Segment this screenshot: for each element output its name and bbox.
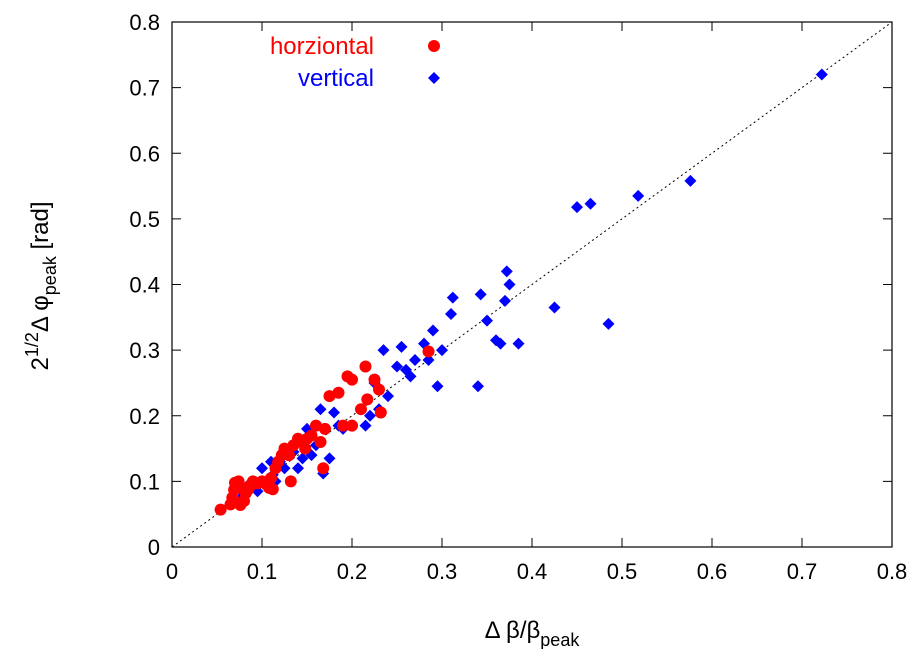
- data-point-vertical: [364, 409, 376, 422]
- legend-marker-horziontal: [428, 40, 440, 52]
- x-tick-label: 0.6: [697, 559, 728, 584]
- legend-label-horziontal: horziontal: [270, 33, 374, 60]
- data-point-horziontal: [374, 406, 387, 419]
- data-point-vertical: [446, 291, 459, 304]
- y-tick-label: 0.8: [129, 10, 160, 35]
- x-tick-label: 0.3: [427, 559, 458, 584]
- data-point-horziontal: [283, 449, 295, 462]
- y-tick-label: 0: [148, 535, 160, 560]
- data-point-vertical: [548, 301, 561, 314]
- data-point-vertical: [296, 452, 309, 465]
- data-point-horziontal: [214, 503, 227, 516]
- x-tick-label: 0.1: [247, 559, 278, 584]
- data-point-horziontal: [323, 390, 336, 403]
- data-point-vertical: [382, 390, 394, 403]
- x-axis-ticks: 0 0.1 0.2 0.3 0.4 0.5 0.6 0.7 0.8: [166, 22, 907, 584]
- legend-marker-vertical: [428, 72, 440, 84]
- data-point-vertical: [474, 288, 487, 301]
- data-point-horziontal: [346, 419, 358, 432]
- data-point-vertical: [512, 337, 525, 350]
- data-point-vertical: [422, 353, 435, 366]
- data-point-vertical: [445, 308, 457, 321]
- data-point-horziontal: [355, 403, 367, 416]
- data-point-horziontal: [337, 419, 349, 432]
- data-point-horziontal: [332, 386, 345, 399]
- y-tick-label: 0.7: [129, 76, 160, 101]
- data-point-vertical: [472, 380, 484, 393]
- legend: horziontal vertical: [270, 33, 440, 92]
- data-point-vertical: [292, 462, 304, 475]
- data-point-vertical: [377, 344, 390, 357]
- data-point-vertical: [328, 406, 340, 419]
- series-horziontal: [214, 345, 435, 516]
- data-point-vertical: [323, 452, 336, 465]
- data-point-horziontal: [305, 429, 318, 442]
- y-axis-ticks: 0 0.1 0.2 0.3 0.4 0.5 0.6 0.7 0.8: [129, 10, 892, 560]
- data-point-horziontal: [422, 345, 435, 358]
- data-point-horziontal: [373, 383, 385, 396]
- data-point-horziontal: [346, 373, 358, 386]
- data-point-horziontal: [314, 436, 327, 448]
- data-point-horziontal: [299, 442, 312, 455]
- data-point-horziontal: [317, 462, 330, 475]
- data-point-vertical: [571, 201, 583, 214]
- data-point-horziontal: [266, 483, 279, 496]
- data-point-vertical: [409, 353, 421, 366]
- data-point-vertical: [632, 189, 645, 202]
- data-point-vertical: [391, 360, 403, 373]
- data-point-vertical: [427, 324, 439, 337]
- x-tick-label: 0.4: [517, 559, 548, 584]
- data-point-vertical: [602, 317, 615, 330]
- data-point-vertical: [431, 380, 444, 393]
- x-tick-label: 0: [166, 559, 178, 584]
- data-point-vertical: [256, 462, 268, 475]
- data-point-vertical: [815, 68, 828, 81]
- y-tick-label: 0.3: [129, 338, 160, 363]
- data-point-vertical: [395, 340, 408, 353]
- data-point-vertical: [436, 344, 448, 357]
- y-tick-label: 0.4: [129, 273, 160, 298]
- y-axis-label: 21/2Δ φpeak [rad]: [22, 201, 60, 370]
- x-tick-label: 0.5: [607, 559, 638, 584]
- y-tick-label: 0.5: [129, 207, 160, 232]
- data-point-horziontal: [265, 472, 277, 485]
- y-tick-label: 0.1: [129, 469, 160, 494]
- x-tick-label: 0.8: [877, 559, 908, 584]
- data-point-vertical: [404, 370, 417, 383]
- data-point-vertical: [500, 265, 513, 278]
- data-point-horziontal: [284, 475, 297, 488]
- y-tick-label: 0.2: [129, 404, 160, 429]
- data-point-vertical: [499, 294, 511, 307]
- data-point-horziontal: [368, 373, 381, 386]
- y-tick-label: 0.6: [129, 141, 160, 166]
- data-point-horziontal: [310, 419, 322, 432]
- data-point-horziontal: [319, 422, 331, 435]
- data-point-vertical: [494, 337, 507, 350]
- legend-label-vertical: vertical: [298, 65, 374, 92]
- data-point-vertical: [481, 314, 493, 327]
- data-point-horziontal: [359, 360, 372, 373]
- reference-line: [171, 21, 893, 548]
- data-point-vertical: [684, 174, 697, 187]
- data-points: [214, 68, 828, 516]
- x-axis-label: Δ β/βpeak: [485, 617, 581, 649]
- diagonal-line: [171, 21, 893, 548]
- data-point-vertical: [314, 403, 327, 416]
- data-point-horziontal: [361, 393, 374, 406]
- data-point-vertical: [359, 419, 372, 432]
- data-point-vertical: [503, 278, 516, 291]
- data-point-vertical: [584, 197, 597, 210]
- x-tick-label: 0.2: [337, 559, 368, 584]
- x-tick-label: 0.7: [787, 559, 818, 584]
